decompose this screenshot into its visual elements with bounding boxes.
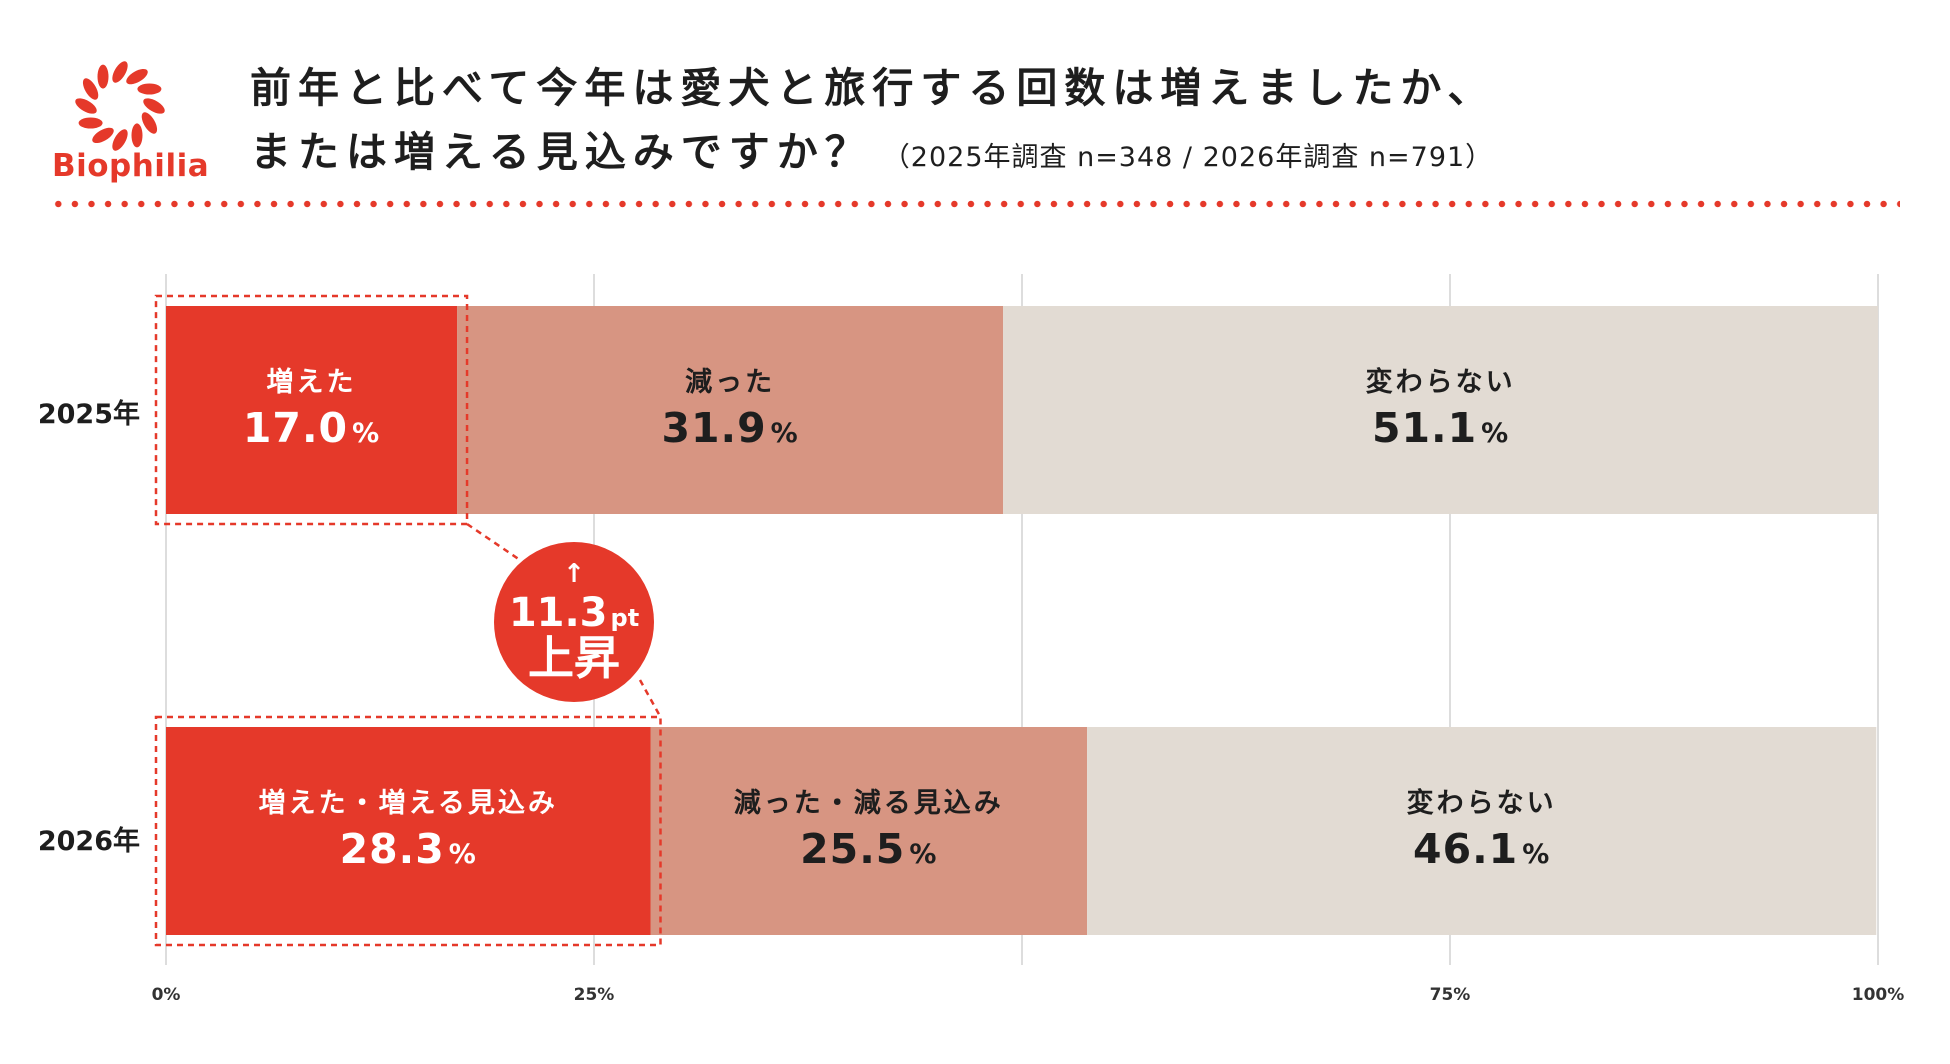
segment-label: 減った・減る見込み: [734, 788, 1004, 819]
title-line-2: または増える見込みですか？ （2025年調査 n=348 / 2026年調査 n=…: [250, 120, 1496, 190]
segment-label: 変わらない: [1366, 366, 1516, 398]
category-label: 2026年: [38, 825, 140, 857]
logo-leaf: [112, 61, 128, 83]
segment-value: 17.0%: [243, 404, 380, 452]
x-tick-label: 0%: [152, 985, 181, 1005]
highlight-box: [154, 715, 662, 947]
segment-value: 25.5%: [800, 825, 937, 873]
segment-label: 増えた・増える見込み: [259, 787, 558, 819]
bar-segment: [457, 306, 1004, 514]
logo-leaf: [97, 64, 109, 89]
bar-segment: [1087, 727, 1877, 935]
x-tick-label: 25%: [574, 985, 615, 1005]
logo-leaf: [78, 117, 103, 129]
segment-value: 28.3%: [340, 825, 477, 873]
biophilia-logo-icon: [75, 61, 165, 151]
up-arrow-icon: ↑: [563, 559, 585, 589]
segment-label: 変わらない: [1407, 787, 1557, 819]
logo-leaf: [82, 78, 99, 100]
increase-label: 上昇: [528, 631, 620, 685]
increase-value: 11.3 pt: [509, 590, 639, 636]
logo-leaf: [75, 98, 97, 114]
page-title: 前年と比べて今年は愛犬と旅行する回数は増えましたか、 または増える見込みですか？…: [250, 56, 1496, 190]
bar-segment: [166, 306, 458, 514]
bar-segment: [1003, 306, 1878, 514]
dotted-divider: [50, 200, 1900, 208]
segment-value: 51.1%: [1372, 404, 1509, 452]
logo-leaf: [92, 127, 114, 144]
logo-leaf: [131, 123, 143, 148]
connector-line: [466, 522, 521, 562]
title-line-1: 前年と比べて今年は愛犬と旅行する回数は増えましたか、: [250, 64, 1496, 112]
logo-leaf: [112, 129, 128, 151]
logo-leaf: [143, 98, 165, 114]
x-tick-label: 75%: [1430, 985, 1471, 1005]
segment-label: 増えた: [267, 366, 357, 398]
segment-value: 46.1%: [1413, 825, 1550, 873]
logo-leaf: [126, 68, 148, 85]
bar-segment: [166, 727, 651, 935]
logo-leaf: [137, 83, 162, 95]
logo-leaf: [141, 112, 158, 134]
increase-badge: [494, 542, 654, 702]
segment-value: 31.9%: [661, 404, 798, 452]
highlight-box: [154, 294, 469, 526]
brand-name: Biophilia: [52, 148, 210, 184]
survey-subtitle: （2025年調査 n=348 / 2026年調査 n=791）: [882, 142, 1494, 173]
segment-label: 減った: [685, 367, 775, 398]
connector-line: [638, 679, 662, 718]
title-line-2-text: または増える見込みですか？: [250, 128, 873, 176]
x-tick-label: 100%: [1852, 985, 1905, 1005]
category-label: 2025年: [38, 398, 140, 430]
bar-segment: [650, 727, 1088, 935]
